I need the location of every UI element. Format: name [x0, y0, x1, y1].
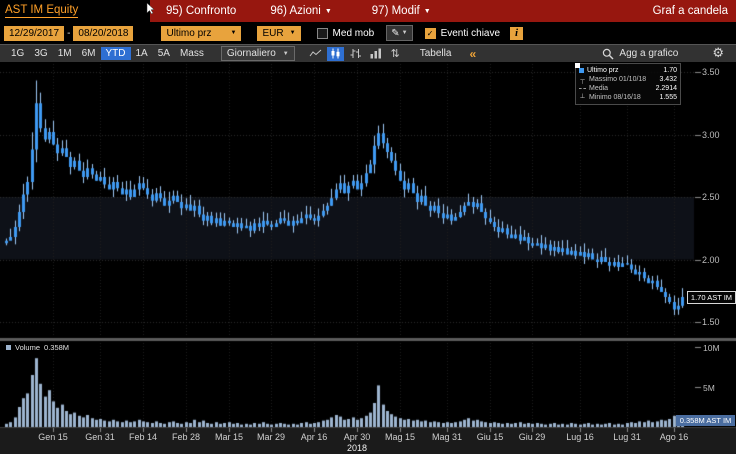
chevron-down-icon: ▼	[423, 7, 431, 15]
view-title: Graf a candela	[652, 5, 728, 17]
line-chart-icon	[309, 49, 322, 57]
chart-settings-toolbar: 12/29/2017 - 08/20/2018 Ultimo prz ▼ EUR…	[0, 22, 736, 44]
price-field-dropdown[interactable]: Ultimo prz ▼	[161, 25, 242, 41]
period-button-1m[interactable]: 1M	[57, 48, 72, 59]
last-volume-badge: 0.358M AST IM	[676, 415, 735, 426]
title-bar: AST IM Equity 95) Confronto 96) Azioni ▼…	[0, 0, 736, 22]
med-mob-checkbox[interactable]: Med mob	[316, 27, 374, 39]
annotate-button[interactable]: ✎ ▼	[386, 25, 413, 41]
legend-row-min: ┴ Minimo 08/16/18 1.555	[580, 93, 677, 102]
add-to-chart-button[interactable]: Agg a grafico	[602, 48, 678, 60]
volume-axis-label: 5M	[703, 383, 715, 393]
start-date-input[interactable]: 12/29/2017	[4, 25, 65, 41]
x-axis-label: Giu 15	[476, 432, 504, 442]
series-marker-icon	[579, 68, 584, 73]
mouse-cursor-icon	[146, 3, 155, 15]
bar-columns-icon	[370, 48, 381, 59]
price-axis-label: 2.50	[702, 192, 720, 202]
volume-legend: Volume 0.358M	[6, 343, 69, 352]
x-axis-label: Lug 31	[613, 432, 641, 442]
x-axis-label: Lug 16	[566, 432, 594, 442]
mean-line-icon	[579, 88, 586, 89]
price-axis-label: 1.50	[702, 317, 720, 327]
date-range-dash: -	[67, 27, 71, 39]
last-price-badge: 1.70 AST IM	[687, 291, 736, 304]
period-button-ytd[interactable]: YTD	[100, 47, 131, 60]
up-down-arrows-icon: ⇅	[390, 47, 400, 60]
checkbox-unchecked-icon	[316, 27, 328, 39]
chevron-down-icon: ▼	[324, 7, 332, 15]
candlestick-chart-canvas[interactable]	[0, 62, 736, 454]
chart-type-bar-button[interactable]	[367, 47, 384, 61]
x-axis-label: Mar 15	[214, 432, 243, 442]
volume-marker-icon	[6, 345, 11, 350]
x-axis-label: Gen 31	[85, 432, 115, 442]
period-button-3g[interactable]: 3G	[34, 48, 48, 59]
security-ticker: AST IM Equity	[5, 4, 79, 18]
x-axis-label: Giu 29	[518, 432, 546, 442]
chevron-down-icon: ▼	[230, 30, 237, 36]
price-axis-label: 3.50	[702, 67, 720, 77]
period-button-6m[interactable]: 6M	[81, 48, 96, 59]
x-axis-year-label: 2018	[346, 443, 368, 453]
info-icon[interactable]: i	[510, 26, 524, 40]
chevron-down-icon: ▼	[289, 30, 296, 36]
menu-azioni[interactable]: 96) Azioni ▼	[270, 5, 332, 17]
search-icon	[603, 48, 614, 59]
period-button-1a[interactable]: 1A	[135, 48, 148, 59]
chevron-down-icon: ▼	[401, 30, 408, 36]
price-axis-label: 3.00	[702, 129, 720, 140]
period-button-5a[interactable]: 5A	[157, 48, 170, 59]
x-axis-label: Apr 30	[343, 432, 371, 442]
collapse-panel-button[interactable]: «	[469, 46, 477, 61]
ohlc-bars-icon	[350, 49, 361, 58]
table-button[interactable]: Tabella	[419, 48, 452, 59]
period-button-mass[interactable]: Mass	[179, 48, 204, 59]
legend-row-last: Ultimo prz 1.70	[579, 66, 677, 75]
period-button-1g[interactable]: 1G	[11, 48, 25, 59]
x-axis-label: Mar 29	[256, 432, 285, 442]
frequency-dropdown[interactable]: Giornaliero ▼	[220, 46, 295, 61]
eventi-chiave-checkbox[interactable]: ✓ Eventi chiave	[424, 27, 500, 39]
x-axis-label: Feb 28	[171, 432, 201, 442]
x-axis-label: Feb 14	[128, 432, 158, 442]
chart-type-icon-group: ⇅	[307, 46, 404, 61]
end-date-input[interactable]: 08/20/2018	[73, 25, 134, 41]
pencil-icon: ✎	[391, 27, 400, 39]
candlestick-icon	[331, 48, 340, 59]
x-axis-label: Mag 15	[384, 432, 416, 442]
x-axis-label: Ago 16	[659, 432, 689, 442]
legend-row-max: ┬ Massimo 01/10/18 3.432	[580, 75, 677, 84]
chart-type-line-button[interactable]	[307, 47, 324, 61]
compare-arrows-button[interactable]: ⇅	[387, 47, 404, 61]
legend-row-mean: Media 2.2914	[579, 84, 677, 93]
x-axis-label: Apr 16	[300, 432, 328, 442]
price-axis-label: 2.00	[702, 254, 720, 265]
low-marker-icon: ┴	[580, 93, 585, 102]
gear-icon[interactable]: ⚙	[712, 46, 724, 61]
chart-type-candle-button[interactable]	[326, 46, 344, 61]
x-axis-label: Mag 31	[431, 432, 463, 442]
menu-modif[interactable]: 97) Modif ▼	[371, 5, 431, 17]
x-axis-label: Gen 15	[38, 432, 68, 442]
chevron-down-icon: ▼	[282, 50, 289, 57]
high-marker-icon: ┬	[580, 75, 585, 84]
checkbox-checked-icon: ✓	[424, 27, 436, 39]
menu-confronto[interactable]: 95) Confronto	[166, 5, 237, 17]
currency-dropdown[interactable]: EUR ▼	[257, 25, 301, 41]
legend-handle[interactable]	[575, 63, 580, 68]
chart-type-ohlc-button[interactable]	[347, 47, 364, 61]
security-ticker-box[interactable]: AST IM Equity	[0, 0, 150, 22]
chart-toolbar: 1G 3G 1M 6M YTD 1A 5A Mass Giornaliero ▼	[0, 44, 736, 62]
volume-axis-label: 10M	[703, 343, 720, 353]
chart-legend[interactable]: Ultimo prz 1.70 ┬ Massimo 01/10/18 3.432…	[575, 63, 681, 105]
